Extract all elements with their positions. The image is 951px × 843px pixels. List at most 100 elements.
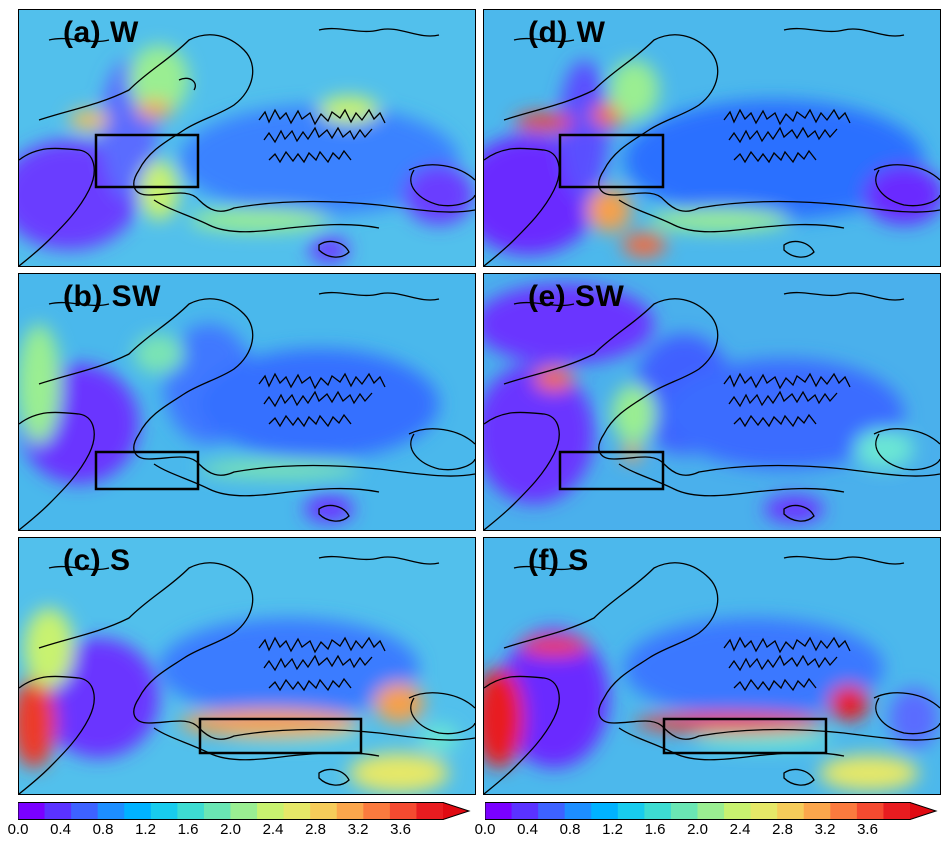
low-anomaly	[309, 236, 349, 264]
colorbar-segment	[591, 802, 619, 820]
high-anomaly	[139, 160, 179, 220]
high-anomaly	[136, 101, 172, 119]
colorbar-tick-label: 0.8	[92, 821, 114, 838]
panel-label: (e) SW	[528, 280, 625, 313]
coastlines	[484, 291, 940, 530]
high-anomaly	[534, 367, 574, 391]
colorbar-tick-label: 1.2	[135, 821, 156, 838]
colorbar-tick-label: 0.8	[559, 821, 581, 838]
colorbar-extend-arrow	[443, 802, 469, 820]
high-anomaly	[134, 334, 184, 374]
low-anomaly	[484, 364, 594, 504]
colorbar-segment	[538, 802, 566, 820]
colorbar-segment	[617, 802, 645, 820]
colorbar-tick-label: 3.6	[857, 821, 878, 838]
region-box	[558, 133, 665, 189]
high-anomaly	[622, 233, 666, 257]
low-anomaly	[694, 730, 834, 750]
colorbar-segment	[310, 802, 338, 820]
high-anomaly	[819, 755, 919, 791]
coastlines	[484, 27, 940, 266]
colorbar-left-ticks: 0.0 0.4 0.8 1.2 1.6 2.0 2.4 2.8 3.2 3.6	[8, 821, 478, 839]
colorbar-segment	[670, 802, 699, 820]
low-anomaly	[764, 495, 824, 523]
colorbar-right-ticks: 0.0 0.4 0.8 1.2 1.6 2.0 2.4 2.8 3.2 3.6	[475, 821, 945, 839]
high-anomaly	[419, 724, 459, 752]
colorbar-tick-label: 0.0	[474, 821, 496, 838]
high-anomaly	[519, 636, 589, 656]
colorbar-segment	[150, 802, 178, 820]
high-anomaly	[829, 685, 869, 721]
low-anomaly	[199, 349, 439, 459]
colorbar-tick-label: 2.4	[729, 821, 751, 838]
region-box	[94, 133, 200, 189]
colorbar-segment	[203, 802, 232, 820]
colorbar-tick-label: 0.0	[7, 821, 29, 838]
colorbar-segment	[71, 802, 99, 820]
panel-a: (a) W	[18, 9, 476, 267]
map-field	[19, 274, 475, 530]
high-anomaly	[484, 668, 524, 768]
high-anomaly	[129, 45, 189, 115]
colorbar-segment	[389, 802, 418, 820]
low-anomaly	[624, 618, 884, 718]
high-anomaly	[612, 384, 656, 444]
colorbar-segment	[803, 802, 831, 820]
colorbar-segment	[416, 802, 444, 820]
high-anomaly	[374, 683, 424, 723]
colorbar-segment	[883, 802, 911, 820]
coastlines	[19, 291, 475, 530]
panel-e: (e) SW	[483, 273, 941, 531]
region-box	[94, 450, 200, 491]
region-box	[198, 717, 363, 755]
map-field	[484, 538, 940, 794]
map-field	[19, 10, 475, 266]
high-anomaly	[609, 60, 659, 120]
map-field	[19, 538, 475, 794]
coastlines	[19, 27, 475, 266]
colorbar-segment	[230, 802, 258, 820]
low-anomaly	[404, 165, 474, 225]
low-anomaly	[624, 100, 924, 220]
colorbar-left	[18, 802, 471, 820]
colorbar-segment	[336, 802, 364, 820]
high-anomaly	[649, 208, 789, 232]
map-field	[484, 274, 940, 530]
colorbar-segment	[644, 802, 672, 820]
colorbar-tick-label: 2.0	[220, 821, 241, 838]
low-anomaly	[179, 105, 459, 215]
colorbar-segment	[97, 802, 125, 820]
colorbar-segment	[564, 802, 592, 820]
colorbar-segment	[511, 802, 539, 820]
low-anomaly	[304, 495, 354, 523]
high-anomaly	[854, 429, 914, 469]
colorbar-segment	[777, 802, 805, 820]
colorbar-tick-label: 0.4	[50, 821, 71, 838]
high-anomaly	[24, 608, 74, 688]
high-anomaly	[349, 753, 449, 793]
region-box	[662, 717, 828, 755]
colorbar-tick-label: 1.6	[644, 821, 666, 838]
colorbar-segment	[18, 802, 46, 820]
panel-label: (c) S	[63, 544, 131, 577]
colorbar-tick-label: 3.2	[347, 821, 369, 838]
high-anomaly	[622, 446, 642, 462]
map-field	[484, 10, 940, 266]
coastlines	[19, 555, 475, 794]
colorbar-segment	[44, 802, 72, 820]
colorbar-right	[485, 802, 938, 820]
low-anomaly	[499, 628, 609, 768]
colorbar-tick-label: 1.2	[602, 821, 623, 838]
low-anomaly	[559, 60, 609, 200]
high-anomaly	[514, 113, 574, 131]
colorbar-segment	[750, 802, 778, 820]
low-anomaly	[664, 359, 904, 469]
colorbar-tick-label: 2.4	[262, 821, 284, 838]
panel-b: (b) SW	[18, 273, 476, 531]
colorbar-extend-arrow	[910, 802, 936, 820]
colorbar-tick-label: 3.6	[390, 821, 411, 838]
high-anomaly	[179, 709, 359, 737]
colorbar-segment	[485, 802, 513, 820]
colorbar-outline	[18, 802, 471, 820]
colorbar-segment	[724, 802, 752, 820]
